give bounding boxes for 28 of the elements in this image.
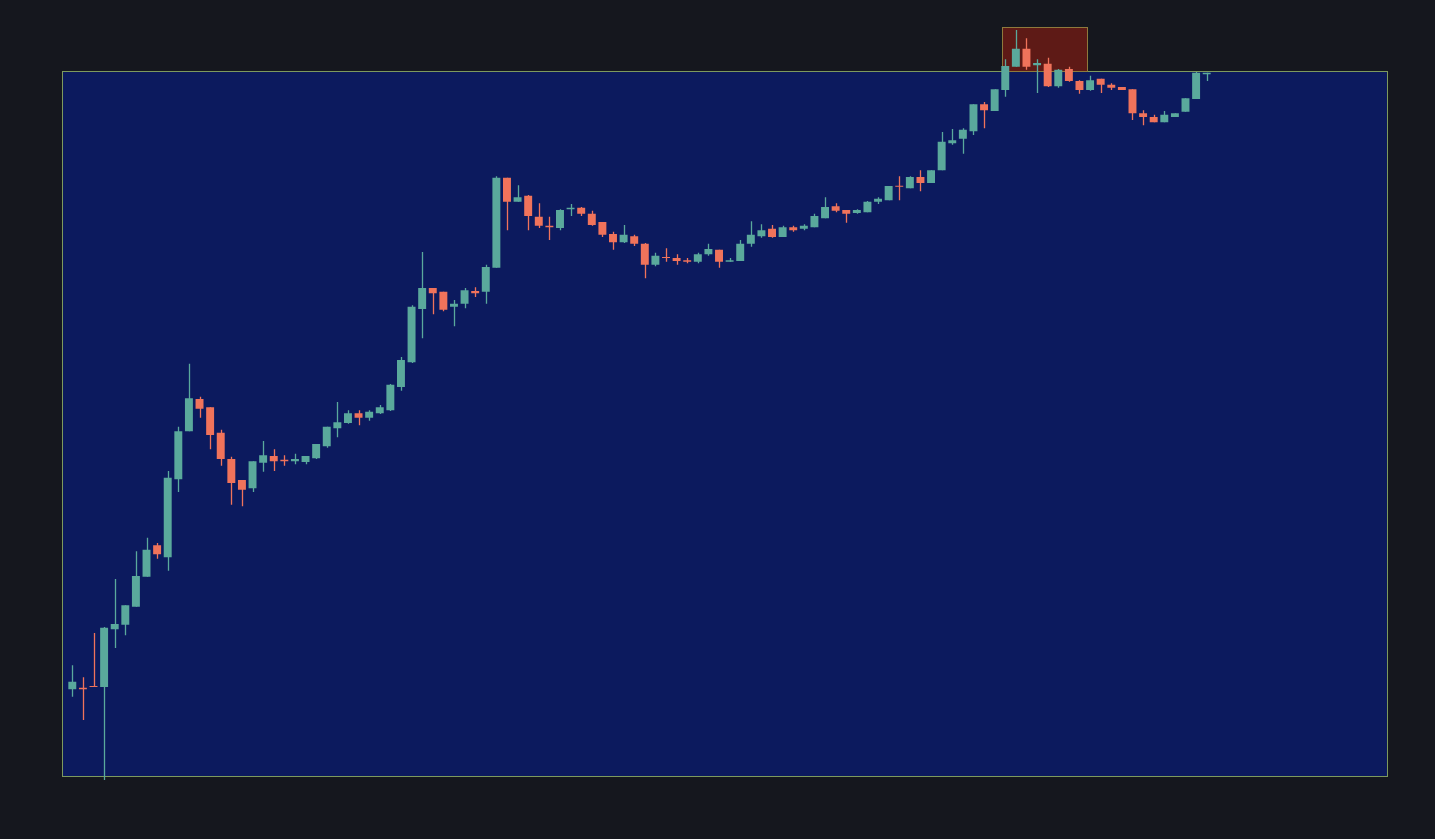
candlestick bbox=[534, 202, 543, 229]
candlestick bbox=[980, 101, 989, 129]
candlestick bbox=[460, 287, 469, 309]
candlestick bbox=[418, 251, 427, 339]
candlestick bbox=[269, 448, 278, 472]
candlestick bbox=[110, 578, 119, 649]
candlestick bbox=[640, 242, 649, 279]
candlestick bbox=[503, 177, 511, 231]
candlestick bbox=[449, 299, 458, 327]
candlestick bbox=[68, 664, 77, 698]
candlestick bbox=[259, 440, 268, 473]
candlestick bbox=[958, 127, 967, 155]
candlestick bbox=[333, 401, 342, 438]
candlestick bbox=[428, 287, 437, 315]
candlestick bbox=[895, 175, 904, 201]
candlestick bbox=[1043, 57, 1052, 88]
candlestick bbox=[237, 479, 246, 507]
candlestick bbox=[1001, 58, 1010, 98]
candlestick bbox=[916, 169, 925, 192]
candlestick bbox=[746, 220, 755, 248]
candlestick bbox=[195, 396, 204, 419]
candlestick bbox=[524, 194, 533, 231]
candlestick bbox=[556, 208, 564, 231]
candlestick bbox=[121, 604, 130, 636]
candlestick bbox=[1011, 29, 1020, 68]
candlestick bbox=[227, 456, 236, 506]
candlestick bbox=[1054, 68, 1063, 89]
candlestick bbox=[1022, 37, 1031, 71]
